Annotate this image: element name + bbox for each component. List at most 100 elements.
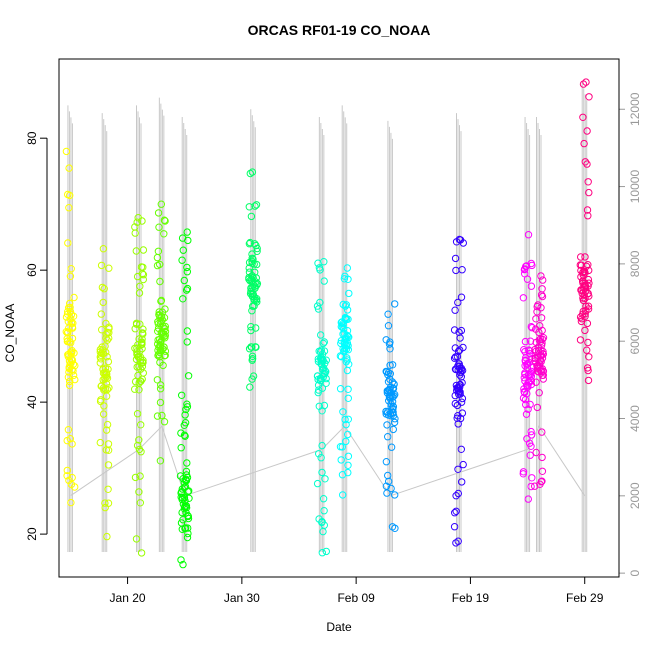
co-point — [252, 343, 260, 351]
co-point — [581, 253, 589, 261]
co-point — [99, 369, 108, 377]
co-point — [99, 245, 108, 253]
co-point — [183, 268, 192, 276]
co-point — [539, 347, 547, 356]
co-point — [139, 330, 147, 338]
co-point — [383, 421, 391, 429]
co-point — [579, 80, 588, 88]
co-point — [519, 294, 528, 302]
co-point — [538, 467, 547, 475]
co-point — [160, 230, 168, 238]
co-point — [527, 431, 536, 439]
co-point — [154, 320, 163, 328]
co-point — [454, 489, 462, 498]
co-point — [457, 445, 465, 453]
co-point — [459, 460, 467, 469]
co-point — [538, 477, 546, 485]
co-point — [63, 466, 72, 475]
co-point — [182, 286, 191, 294]
co-point — [582, 78, 590, 86]
co-point — [537, 272, 545, 280]
co-point — [132, 247, 141, 255]
co-point — [97, 261, 106, 270]
co-point — [96, 359, 105, 367]
co-point — [156, 457, 165, 465]
co-point — [315, 386, 323, 394]
co-point — [581, 282, 589, 290]
co-point — [157, 296, 166, 305]
co-point — [101, 503, 109, 512]
co-point — [452, 539, 460, 547]
co-point — [343, 264, 351, 272]
co-point — [131, 473, 140, 482]
co-point — [384, 433, 392, 441]
co-point — [248, 250, 256, 258]
co-point — [344, 346, 352, 354]
co-point — [153, 261, 162, 270]
co-point — [160, 216, 169, 224]
co-point — [580, 283, 588, 291]
co-point — [100, 285, 108, 293]
co-point — [181, 411, 189, 419]
co-point — [183, 459, 191, 467]
co-point — [156, 277, 164, 286]
co-point — [579, 113, 587, 122]
co-point — [519, 470, 527, 478]
co-point — [585, 93, 593, 101]
co-point — [581, 287, 590, 295]
co-point — [136, 320, 144, 328]
co-point — [536, 335, 545, 343]
co-point — [452, 266, 460, 275]
co-point — [96, 397, 105, 406]
co-point — [382, 482, 391, 490]
co-point — [181, 482, 190, 491]
co-point — [539, 375, 547, 383]
co-point — [180, 276, 189, 285]
y-tick-label: 40 — [25, 395, 39, 409]
data-points — [62, 78, 593, 569]
co-point — [133, 410, 142, 418]
co-point — [538, 292, 547, 301]
co-point — [343, 327, 352, 335]
co-point — [535, 328, 543, 337]
co-point — [160, 418, 169, 426]
co-point — [341, 302, 350, 310]
co-point — [183, 403, 192, 411]
co-point — [131, 229, 139, 237]
co-point — [342, 335, 350, 343]
co-point — [318, 407, 326, 415]
co-point — [577, 253, 585, 261]
y2-tick-label: 10000 — [628, 170, 642, 204]
co-point — [315, 450, 323, 458]
co-point — [584, 212, 592, 220]
co-point — [583, 364, 592, 372]
co-point — [523, 364, 532, 372]
x-tick-label: Feb 09 — [337, 591, 375, 605]
co-point — [103, 532, 111, 541]
co-point — [524, 405, 532, 413]
co-point — [579, 294, 587, 302]
co-point — [581, 158, 589, 166]
co-point — [65, 350, 73, 358]
co-point — [387, 484, 395, 493]
co-point — [65, 164, 73, 172]
co-point — [99, 350, 108, 358]
co-point — [532, 315, 540, 323]
co-point — [183, 228, 191, 236]
co-point — [67, 498, 75, 507]
co-point — [184, 372, 193, 380]
co-point — [458, 394, 467, 403]
co-point — [391, 300, 399, 308]
co-point — [138, 217, 146, 225]
co-point — [456, 414, 465, 423]
co-point — [533, 302, 541, 311]
co-point — [136, 499, 145, 507]
co-point — [103, 420, 112, 429]
co-point — [249, 255, 257, 263]
plot-frame — [58, 58, 620, 578]
co-point — [246, 169, 255, 178]
co-point — [385, 477, 393, 486]
co-point — [454, 386, 462, 394]
co-point — [317, 346, 325, 354]
co-point — [153, 253, 162, 262]
